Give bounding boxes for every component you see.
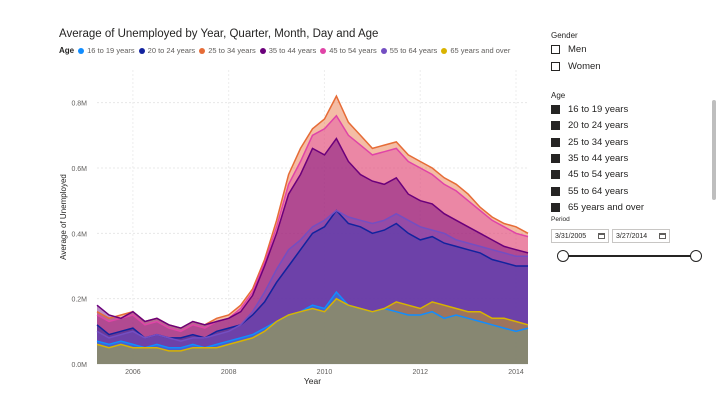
period-end-input[interactable]: 3/27/2014	[612, 229, 670, 243]
legend-label: 55 to 64 years	[389, 46, 438, 55]
legend-dot-icon	[138, 47, 145, 54]
checkbox-checked-icon[interactable]	[551, 153, 560, 163]
x-tick-label: 2010	[317, 369, 333, 376]
legend-item[interactable]: 25 to 34 years	[199, 46, 256, 55]
x-axis-title: Year	[304, 376, 321, 386]
area-45-to-54-years	[97, 115, 528, 364]
age-option[interactable]: 20 to 24 years	[551, 120, 628, 131]
legend-item[interactable]: 45 to 54 years	[320, 46, 377, 55]
option-label: 55 to 64 years	[568, 185, 629, 197]
legend-dot-icon	[199, 47, 206, 54]
checkbox-icon[interactable]	[551, 62, 560, 71]
x-tick-label: 2006	[125, 369, 141, 376]
checkbox-icon[interactable]	[551, 45, 560, 54]
calendar-icon[interactable]	[659, 233, 666, 239]
age-option[interactable]: 35 to 44 years	[551, 153, 628, 164]
legend-dot-icon	[441, 47, 448, 54]
option-label: 16 to 19 years	[568, 104, 629, 115]
legend-item[interactable]: 16 to 19 years	[78, 46, 135, 55]
area-20-to-24-years	[97, 210, 528, 364]
legend-label: 35 to 44 years	[268, 46, 317, 55]
age-option[interactable]: 16 to 19 years	[551, 104, 628, 115]
option-label: 25 to 34 years	[568, 136, 629, 148]
checkbox-checked-icon[interactable]	[551, 202, 560, 212]
period-slicer-title: Period	[551, 216, 570, 223]
legend-dot-icon	[320, 47, 327, 54]
legend-dot-icon	[259, 47, 266, 54]
legend-dot-icon	[380, 47, 387, 54]
checkbox-checked-icon[interactable]	[551, 186, 560, 196]
period-end-value: 3/27/2014	[616, 232, 648, 240]
area-16-to-19-years	[97, 292, 528, 364]
gender-option-women[interactable]: Women	[551, 61, 601, 72]
y-tick-label: 0.0M	[71, 362, 87, 369]
area-25-to-34-years	[97, 96, 528, 364]
y-tick-label: 0.8M	[71, 101, 87, 108]
y-tick-label: 0.2M	[71, 297, 87, 304]
y-axis-title: Average of Unemployed	[59, 174, 68, 260]
line-45-to-54-years	[96, 114, 529, 333]
legend-label: 20 to 24 years	[147, 46, 196, 55]
checkbox-checked-icon[interactable]	[551, 137, 560, 147]
option-label: 20 to 24 years	[568, 120, 629, 132]
chart-legend: Age 16 to 19 years 20 to 24 years 25 to 34…	[59, 46, 514, 55]
legend-items: 16 to 19 years 20 to 24 years 25 to 34 yea…	[78, 46, 514, 55]
line-16-to-19-years	[96, 290, 529, 349]
option-label: 45 to 54 years	[568, 169, 629, 181]
period-start-input[interactable]: 3/31/2005	[551, 229, 609, 243]
age-option[interactable]: 65 years and over	[551, 202, 644, 213]
legend-item[interactable]: 35 to 44 years	[259, 46, 317, 55]
legend-label: 45 to 54 years	[329, 46, 377, 55]
area-35-to-44-years	[97, 138, 528, 364]
calendar-icon[interactable]	[598, 233, 605, 239]
x-tick-label: 2012	[412, 369, 428, 376]
line-65-years-and-over	[96, 297, 529, 352]
x-tick-label: 2008	[221, 369, 237, 376]
option-label: 35 to 44 years	[568, 152, 629, 164]
checkbox-checked-icon[interactable]	[551, 105, 560, 114]
age-option[interactable]: 45 to 54 years	[551, 169, 628, 180]
age-option[interactable]: 25 to 34 years	[551, 137, 628, 148]
checkbox-checked-icon[interactable]	[551, 121, 560, 131]
chart-title: Average of Unemployed by Year, Quarter, …	[59, 28, 379, 40]
area-55-to-64-years	[97, 210, 528, 364]
age-slicer-title: Age	[551, 91, 566, 100]
pane-scrollbar[interactable]	[712, 100, 716, 200]
option-label: Men	[568, 44, 587, 55]
period-slider-start-handle[interactable]	[557, 250, 569, 262]
legend-label: 25 to 34 years	[208, 46, 256, 55]
legend-label: 65 years and over	[450, 46, 511, 55]
period-slider-end-handle[interactable]	[690, 250, 702, 262]
period-start-value: 3/31/2005	[555, 232, 587, 240]
legend-dot-icon	[78, 47, 85, 54]
period-slider-track[interactable]	[563, 255, 696, 257]
line-55-to-64-years	[96, 209, 528, 342]
legend-item[interactable]: 65 years and over	[441, 46, 510, 55]
legend-label: 16 to 19 years	[87, 46, 135, 55]
y-tick-label: 0.6M	[71, 166, 87, 173]
line-35-to-44-years	[96, 137, 529, 329]
checkbox-checked-icon[interactable]	[551, 170, 560, 180]
age-option[interactable]: 55 to 64 years	[551, 186, 628, 197]
option-label: 65 years and over	[568, 201, 645, 213]
option-label: Women	[568, 61, 601, 72]
legend-item[interactable]: 20 to 24 years	[138, 46, 196, 55]
legend-title: Age	[59, 46, 75, 55]
x-tick-label: 2014	[508, 369, 524, 376]
y-tick-label: 0.4M	[71, 231, 87, 238]
gender-slicer-title: Gender	[551, 31, 578, 40]
gender-option-men[interactable]: Men	[551, 44, 586, 55]
legend-item[interactable]: 55 to 64 years	[380, 46, 438, 55]
